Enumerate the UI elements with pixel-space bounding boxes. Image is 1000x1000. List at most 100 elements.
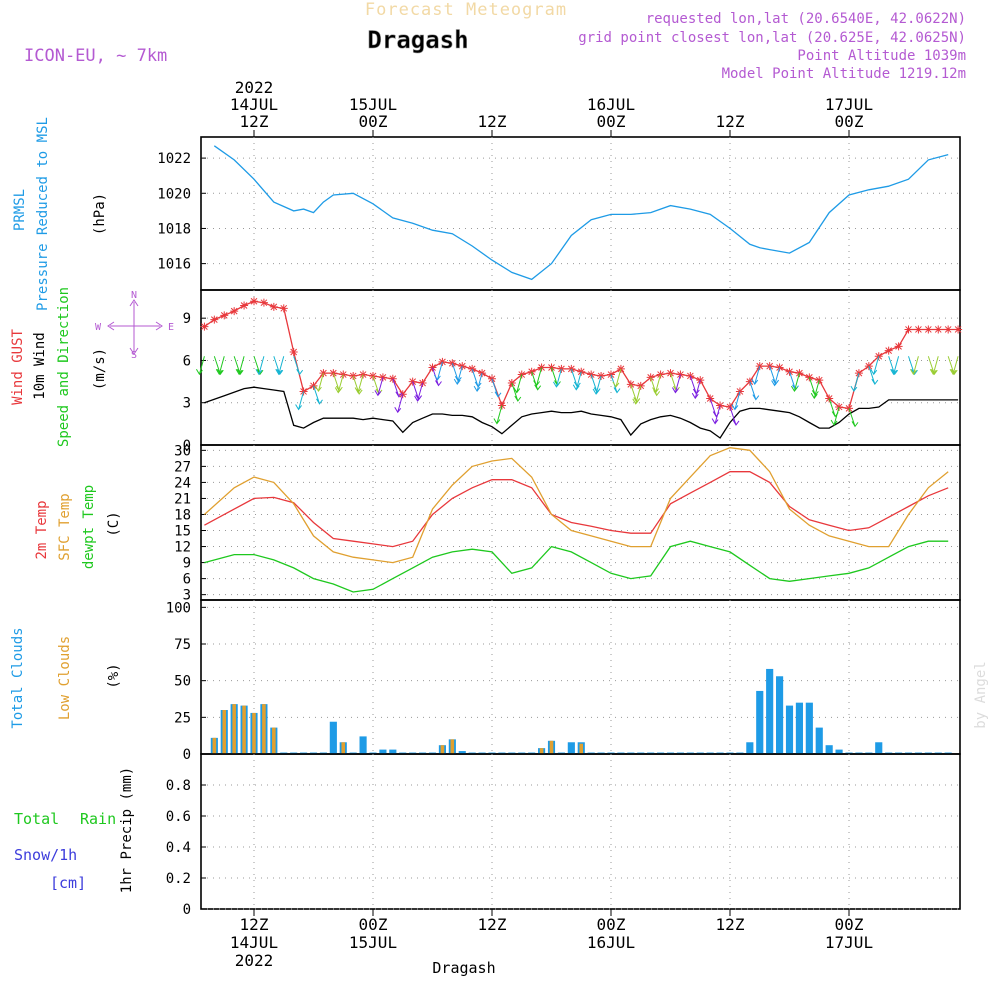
- total-cloud-bar: [776, 676, 783, 754]
- y-tick-label: 27: [174, 459, 191, 475]
- wind-arrow-icon: [851, 373, 859, 391]
- location-title: Dragash: [367, 26, 468, 54]
- bottom-time-label: 12Z: [716, 915, 745, 934]
- gust-marker: [240, 302, 248, 310]
- low-cloud-bar: [272, 728, 276, 754]
- bottom-time-label: 00Z: [835, 915, 864, 934]
- wind-line: [204, 387, 958, 438]
- low-cloud-bar: [441, 745, 445, 754]
- meteogram-chart: Forecast Meteogram Dragash ICON-EU, ~ 7k…: [0, 0, 1000, 1000]
- prmsl-label: PRMSL: [12, 189, 28, 231]
- y-tick-label: 3: [183, 396, 191, 412]
- panel-frame: [201, 754, 960, 909]
- y-tick-label: 100: [166, 600, 191, 616]
- wind-arrow-icon: [454, 366, 462, 384]
- low-cloud-bar: [213, 738, 217, 754]
- wind-arrow-icon: [393, 379, 402, 397]
- gust-label: Wind GUST: [10, 329, 26, 405]
- gust-marker: [885, 347, 893, 355]
- low-cloud-bar: [451, 739, 455, 754]
- bottom-time-label: 15JUL: [349, 933, 397, 952]
- pressure-panel: 1016101810201022: [157, 137, 960, 290]
- wind-arrow-icon: [296, 391, 304, 409]
- y-tick-label: 25: [174, 710, 191, 726]
- wind-arrow-icon: [732, 391, 740, 409]
- low-cloud-bar: [579, 744, 583, 754]
- gust-marker: [260, 299, 268, 307]
- sfctemp-label: SFC Temp: [57, 493, 73, 560]
- wind-direction-label: Speed and Direction: [56, 287, 72, 447]
- low-cloud-bar: [550, 741, 554, 754]
- total-label: Total: [14, 810, 59, 828]
- precip-panel: 00.20.40.60.8: [166, 754, 960, 918]
- total-cloud-bar: [816, 728, 823, 754]
- bottom-time-label: 00Z: [359, 915, 388, 934]
- gust-marker: [914, 325, 922, 333]
- panel-frame: [201, 600, 960, 754]
- bottom-time-label: 2022: [235, 951, 274, 970]
- top-time-label: 12Z: [240, 112, 269, 131]
- panel-frame: [201, 445, 960, 600]
- compass-cross-icon: [108, 300, 162, 354]
- total-cloud-bar: [568, 742, 575, 754]
- total-cloud-bar: [796, 703, 803, 754]
- y-tick-label: 0: [183, 747, 191, 763]
- bottom-time-label: 14JUL: [230, 933, 278, 952]
- total-cloud-bar: [360, 736, 367, 754]
- wind-arrow-icon: [492, 379, 501, 397]
- y-tick-label: 6: [183, 353, 191, 369]
- wind-unit: (m/s): [92, 348, 108, 390]
- dewpt-label: dewpt Temp: [81, 485, 97, 569]
- precip-unit: 1hr Precip (mm): [119, 767, 135, 893]
- bottom-time-label: 12Z: [478, 915, 507, 934]
- gust-marker: [270, 303, 278, 311]
- total-cloud-bar: [756, 691, 763, 754]
- wind-arrow-icon: [573, 372, 581, 390]
- y-tick-label: 9: [183, 556, 191, 572]
- wind-arrow-icon: [869, 366, 878, 384]
- y-tick-label: 18: [174, 507, 191, 523]
- temp2m-label: 2m Temp: [34, 500, 50, 559]
- precip-labels: Total Rain Snow/1h [cm] 1hr Precip (mm): [14, 767, 135, 893]
- time-axis-bottom: 12Z14JUL202200Z15JUL12Z 00Z16JUL12Z 00Z17J…: [230, 909, 873, 970]
- total-cloud-bar: [806, 703, 813, 754]
- credit-label: by Angel: [973, 661, 989, 728]
- bottom-time-label: 12Z: [240, 915, 269, 934]
- temp2m-line: [204, 472, 948, 547]
- sfctemp-line: [204, 448, 948, 563]
- cloud-unit: (%): [106, 663, 122, 688]
- temp-unit: (C): [106, 511, 122, 536]
- y-tick-label: 21: [174, 491, 191, 507]
- gust-marker: [508, 379, 516, 387]
- y-tick-label: 1018: [157, 221, 191, 237]
- low-cloud-bar: [540, 748, 544, 754]
- total-cloud-bar: [786, 706, 793, 754]
- wind10m-label: 10m Wind: [32, 332, 48, 399]
- y-tick-label: 12: [174, 540, 191, 556]
- gust-marker: [290, 348, 298, 356]
- gust-marker: [230, 307, 238, 315]
- top-time-label: 12Z: [478, 112, 507, 131]
- gust-marker: [280, 304, 288, 312]
- y-tick-label: 0.6: [166, 809, 191, 825]
- low-cloud-bar: [341, 742, 345, 754]
- gust-marker: [905, 325, 913, 333]
- gust-marker: [924, 325, 932, 333]
- compass-w: W: [95, 322, 102, 333]
- y-tick-label: 6: [183, 572, 191, 588]
- total-cloud-label: Total Clouds: [10, 627, 26, 728]
- wind-arrow-icon: [294, 356, 303, 374]
- y-tick-label: 0.4: [166, 840, 191, 856]
- total-cloud-bar: [826, 745, 833, 754]
- snow-unit: [cm]: [50, 874, 86, 892]
- low-cloud-bar: [252, 713, 256, 754]
- gust-marker: [944, 325, 952, 333]
- wind-arrow-icon: [314, 386, 323, 404]
- footer-location: Dragash: [432, 959, 495, 977]
- panel-frame: [201, 137, 960, 290]
- model-altitude: Model Point Altitude 1219.12m: [722, 66, 966, 82]
- gust-marker: [250, 297, 258, 305]
- pressure-unit: (hPa): [92, 193, 108, 235]
- rain-label: Rain: [80, 810, 116, 828]
